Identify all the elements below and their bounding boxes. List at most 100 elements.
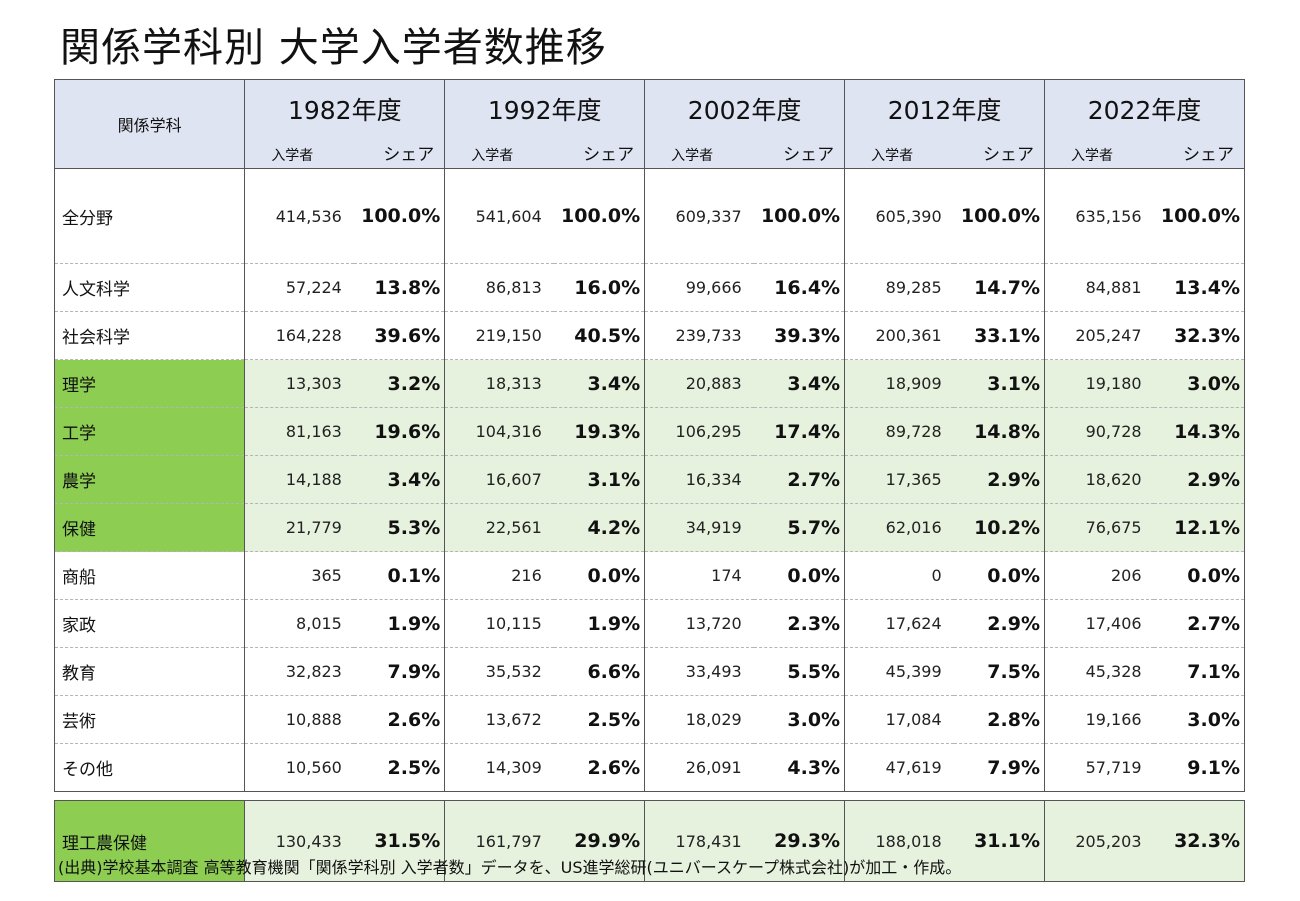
share-cell: 100.0% [1153, 168, 1245, 264]
count-cell: 10,888 [244, 695, 354, 744]
share-cell: 100.0% [553, 168, 646, 264]
count-cell: 45,399 [844, 647, 954, 696]
share-cell: 7.5% [953, 647, 1045, 696]
share-cell: 2.9% [1153, 455, 1245, 504]
share-cell: 3.4% [753, 359, 846, 408]
share-cell: 39.3% [753, 311, 846, 360]
count-cell: 90,728 [1044, 407, 1154, 456]
count-cell: 47,619 [844, 743, 954, 792]
table-row: 芸術 10,888 2.6% 13,672 2.5% 18,029 3.0% 17,084 2.… [53, 695, 1245, 744]
count-cell: 18,909 [844, 359, 954, 408]
count-cell: 609,337 [644, 168, 754, 264]
share-cell: 2.6% [353, 695, 446, 744]
share-cell: 3.1% [953, 359, 1045, 408]
count-cell: 45,328 [1044, 647, 1154, 696]
page-title: 関係学科別 大学入学者数推移 [60, 25, 607, 71]
subheader-count: 入学者 [844, 138, 954, 169]
share-cell: 2.9% [953, 455, 1045, 504]
header-label: 関係学科 [53, 79, 246, 169]
row-label: 農学 [53, 455, 246, 504]
count-cell: 21,779 [244, 503, 354, 552]
count-cell: 200,361 [844, 311, 954, 360]
table-row: 保健 21,779 5.3% 22,561 4.2% 34,919 5.7% 62,016 10… [53, 503, 1245, 552]
share-cell: 7.1% [1153, 647, 1245, 696]
spacer-cell [55, 792, 1245, 801]
source-note: (出典)学校基本調査 高等教育機関「関係学科別 入学者数」データを、US進学総研… [58, 858, 962, 877]
share-cell: 32.3% [1153, 311, 1245, 360]
share-cell: 0.0% [1153, 551, 1245, 600]
share-cell: 10.2% [953, 503, 1045, 552]
count-cell: 26,091 [644, 743, 754, 792]
share-cell: 14.7% [953, 263, 1045, 312]
row-label: 教育 [53, 647, 246, 696]
count-cell: 76,675 [1044, 503, 1154, 552]
count-cell: 216 [444, 551, 554, 600]
count-cell: 20,883 [644, 359, 754, 408]
share-cell: 12.1% [1153, 503, 1245, 552]
share-cell: 40.5% [553, 311, 646, 360]
share-cell: 17.4% [753, 407, 846, 456]
header-year-row: 関係学科 1982年度 1992年度 2002年度 2012年度 2022年度 [53, 79, 1245, 169]
share-cell: 19.3% [553, 407, 646, 456]
share-cell: 13.8% [353, 263, 446, 312]
count-cell: 365 [244, 551, 354, 600]
share-cell: 3.2% [353, 359, 446, 408]
count-cell: 104,316 [444, 407, 554, 456]
count-cell: 16,607 [444, 455, 554, 504]
count-cell: 89,285 [844, 263, 954, 312]
share-cell: 16.0% [553, 263, 646, 312]
share-cell: 29.9% [553, 800, 646, 882]
share-cell: 1.9% [553, 599, 646, 648]
share-cell: 100.0% [753, 168, 846, 264]
count-cell: 14,188 [244, 455, 354, 504]
count-cell: 18,313 [444, 359, 554, 408]
share-cell: 3.0% [1153, 359, 1245, 408]
year-header: 2002年度 [644, 79, 846, 138]
share-cell: 2.5% [353, 743, 446, 792]
count-cell: 130,433 [244, 800, 354, 882]
row-label: 商船 [53, 551, 246, 600]
year-header: 2012年度 [844, 79, 1045, 138]
count-cell: 62,016 [844, 503, 954, 552]
share-cell: 100.0% [953, 168, 1045, 264]
row-label: 工学 [53, 407, 246, 456]
share-cell: 5.7% [753, 503, 846, 552]
count-cell: 635,156 [1044, 168, 1154, 264]
count-cell: 10,560 [244, 743, 354, 792]
share-cell: 0.1% [353, 551, 446, 600]
count-cell: 13,672 [444, 695, 554, 744]
count-cell: 19,180 [1044, 359, 1154, 408]
count-cell: 19,166 [1044, 695, 1154, 744]
subheader-share: シェア [353, 138, 446, 169]
count-cell: 14,309 [444, 743, 554, 792]
subheader-count: 入学者 [244, 138, 354, 169]
share-cell: 2.3% [753, 599, 846, 648]
row-label: 芸術 [53, 695, 246, 744]
share-cell: 16.4% [753, 263, 846, 312]
share-cell: 29.3% [753, 800, 846, 882]
share-cell: 2.7% [753, 455, 846, 504]
count-cell: 414,536 [244, 168, 354, 264]
share-cell: 33.1% [953, 311, 1045, 360]
share-cell: 2.6% [553, 743, 646, 792]
count-cell: 106,295 [644, 407, 754, 456]
row-label: 全分野 [53, 168, 246, 264]
share-cell: 13.4% [1153, 263, 1245, 312]
share-cell: 9.1% [1153, 743, 1245, 792]
table-row: 全分野 414,536 100.0% 541,604 100.0% 609,337 100.… [53, 168, 1245, 264]
share-cell: 39.6% [353, 311, 446, 360]
header-sub-row: 入学者 シェア 入学者 シェア 入学者 シェア 入学者 シェア 入学者 シェア [55, 138, 1245, 169]
share-cell: 3.4% [353, 455, 446, 504]
table-row: 社会科学 164,228 39.6% 219,150 40.5% 239,733 39.3%… [53, 311, 1245, 360]
subheader-share: シェア [553, 138, 646, 169]
count-cell: 13,720 [644, 599, 754, 648]
subheader-share: シェア [1153, 138, 1245, 169]
share-cell: 100.0% [353, 168, 446, 264]
count-cell: 205,247 [1044, 311, 1154, 360]
share-cell: 6.6% [553, 647, 646, 696]
count-cell: 17,365 [844, 455, 954, 504]
subheader-count: 入学者 [644, 138, 754, 169]
subheader-share: シェア [753, 138, 846, 169]
share-cell: 7.9% [353, 647, 446, 696]
count-cell: 86,813 [444, 263, 554, 312]
